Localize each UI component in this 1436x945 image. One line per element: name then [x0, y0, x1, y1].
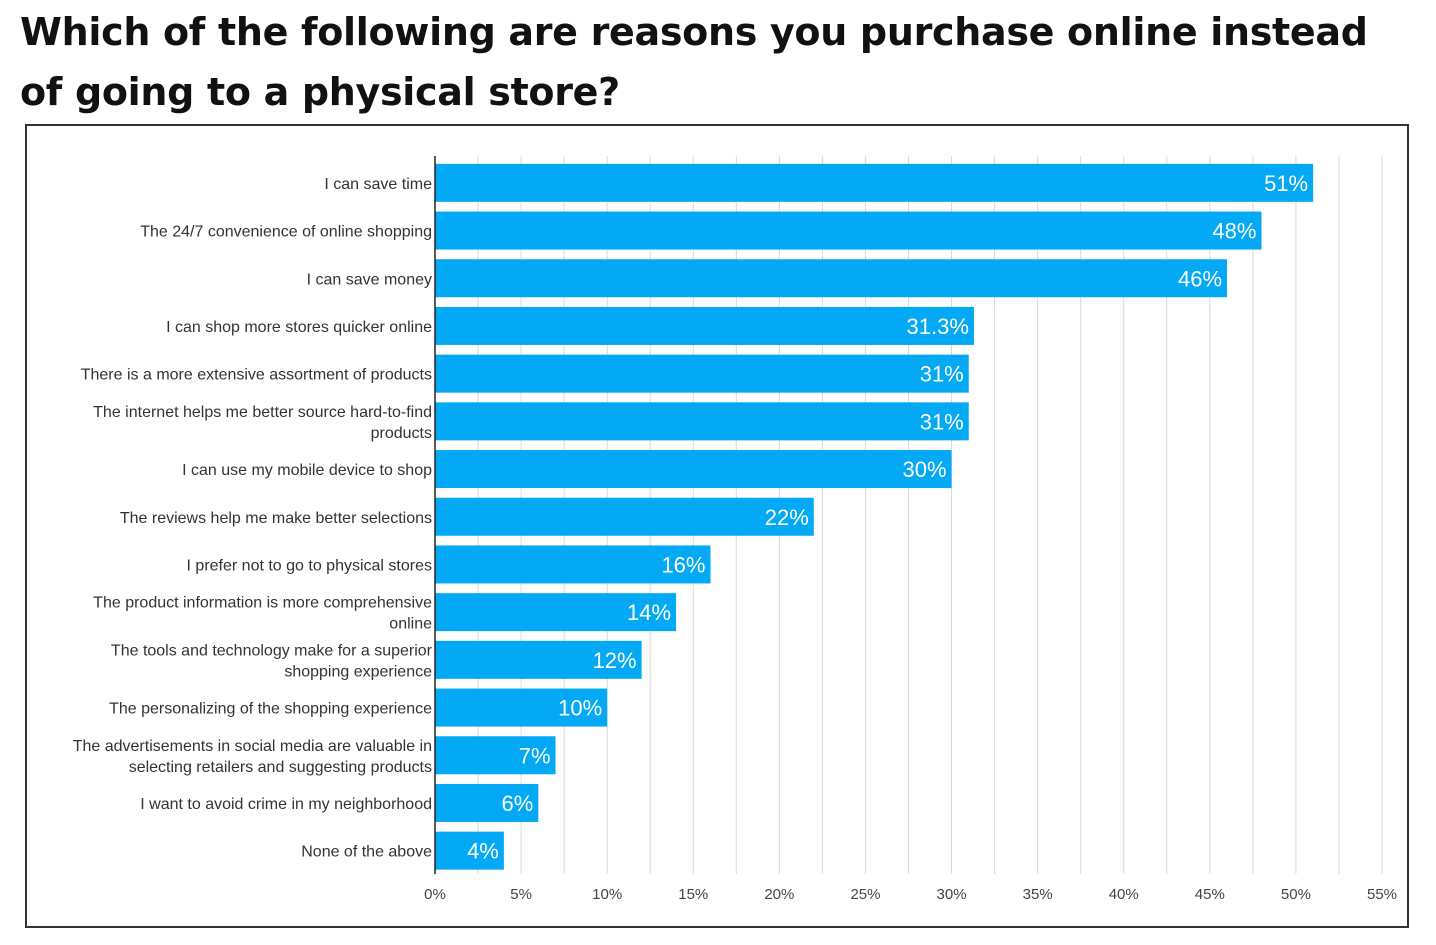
bar-value-label: 31.3%	[907, 314, 969, 339]
category-label-line: The advertisements in social media are v…	[73, 738, 432, 755]
bar	[435, 402, 969, 441]
bar-value-label: 10%	[558, 696, 602, 721]
category-label-line: shopping experience	[284, 663, 432, 680]
x-tick-label: 55%	[1367, 886, 1397, 903]
bar	[435, 163, 1314, 202]
bar-value-label: 46%	[1178, 266, 1222, 291]
x-tick-label: 30%	[937, 886, 967, 903]
category-label-line: The internet helps me better source hard…	[93, 404, 432, 421]
category-label-line: I can save money	[307, 271, 432, 288]
x-tick-label: 0%	[424, 886, 446, 903]
bar-value-label: 16%	[661, 552, 705, 577]
category-label-line: I can use my mobile device to shop	[182, 462, 432, 479]
category-label: The internet helps me better source hard…	[93, 404, 432, 442]
x-tick-label: 50%	[1281, 886, 1311, 903]
x-tick-label: 40%	[1109, 886, 1139, 903]
bar-value-label: 6%	[502, 791, 534, 816]
category-label-line: The tools and technology make for a supe…	[111, 642, 433, 659]
bar	[435, 736, 556, 775]
x-tick-label: 15%	[678, 886, 708, 903]
bar	[435, 688, 608, 727]
bar	[435, 831, 504, 870]
category-label: The advertisements in social media are v…	[73, 738, 432, 776]
category-label-line: products	[371, 425, 432, 442]
bar	[435, 450, 952, 489]
chart-frame: 51% I can save time 48% The 24/7 convenienc…	[25, 124, 1409, 928]
bar	[435, 545, 711, 584]
x-tick-label: 20%	[764, 886, 794, 903]
category-label-line: online	[389, 616, 432, 633]
category-label-line: There is a more extensive assortment of …	[81, 367, 432, 384]
bar	[435, 211, 1262, 250]
labels: 51% I can save time 48% The 24/7 convenienc…	[73, 171, 1397, 903]
x-tick-label: 25%	[850, 886, 880, 903]
x-tick-label: 10%	[592, 886, 622, 903]
bar	[435, 259, 1228, 298]
category-label-line: I can shop more stores quicker online	[166, 319, 432, 336]
bar-value-label: 31%	[920, 409, 964, 434]
category-label: I can save time	[324, 176, 432, 193]
x-tick-label: 45%	[1195, 886, 1225, 903]
bar-value-label: 30%	[902, 457, 946, 482]
category-label: I want to avoid crime in my neighborhood	[140, 796, 432, 813]
bar-value-label: 48%	[1212, 219, 1256, 244]
bar	[435, 783, 539, 822]
bar-value-label: 7%	[519, 743, 551, 768]
category-label-line: The reviews help me make better selectio…	[120, 510, 432, 527]
category-label-line: The product information is more comprehe…	[93, 595, 432, 612]
category-label-line: The personalizing of the shopping experi…	[109, 701, 432, 718]
x-tick-label: 35%	[1023, 886, 1053, 903]
category-label: There is a more extensive assortment of …	[81, 367, 432, 384]
category-label-line: I can save time	[324, 176, 432, 193]
chart-title: Which of the following are reasons you p…	[20, 10, 1368, 114]
bar-value-label: 31%	[920, 362, 964, 387]
bar	[435, 497, 814, 536]
category-label: I can use my mobile device to shop	[182, 462, 432, 479]
category-label: None of the above	[301, 844, 432, 861]
bar	[435, 593, 677, 632]
bars	[435, 163, 1314, 870]
category-label: I can save money	[307, 271, 432, 288]
category-label: I can shop more stores quicker online	[166, 319, 432, 336]
category-label: The reviews help me make better selectio…	[120, 510, 432, 527]
bar-chart: 51% I can save time 48% The 24/7 convenienc…	[73, 156, 1397, 903]
bar-value-label: 22%	[765, 505, 809, 530]
bar-value-label: 51%	[1264, 171, 1308, 196]
bar-value-label: 14%	[627, 600, 671, 625]
category-label-line: I want to avoid crime in my neighborhood	[140, 796, 432, 813]
category-label: The 24/7 convenience of online shopping	[140, 224, 432, 241]
bar	[435, 354, 969, 393]
category-label: I prefer not to go to physical stores	[187, 557, 432, 574]
bar-value-label: 4%	[467, 839, 499, 864]
bar	[435, 640, 642, 679]
category-label-line: I prefer not to go to physical stores	[187, 557, 432, 574]
category-label-line: The 24/7 convenience of online shopping	[140, 224, 432, 241]
x-tick-label: 5%	[510, 886, 532, 903]
category-label: The product information is more comprehe…	[93, 595, 432, 633]
bar	[435, 306, 974, 345]
category-label: The personalizing of the shopping experi…	[109, 701, 432, 718]
category-label-line: selecting retailers and suggesting produ…	[129, 759, 432, 776]
category-label: The tools and technology make for a supe…	[111, 642, 433, 680]
category-label-line: None of the above	[301, 844, 432, 861]
bar-value-label: 12%	[593, 648, 637, 673]
